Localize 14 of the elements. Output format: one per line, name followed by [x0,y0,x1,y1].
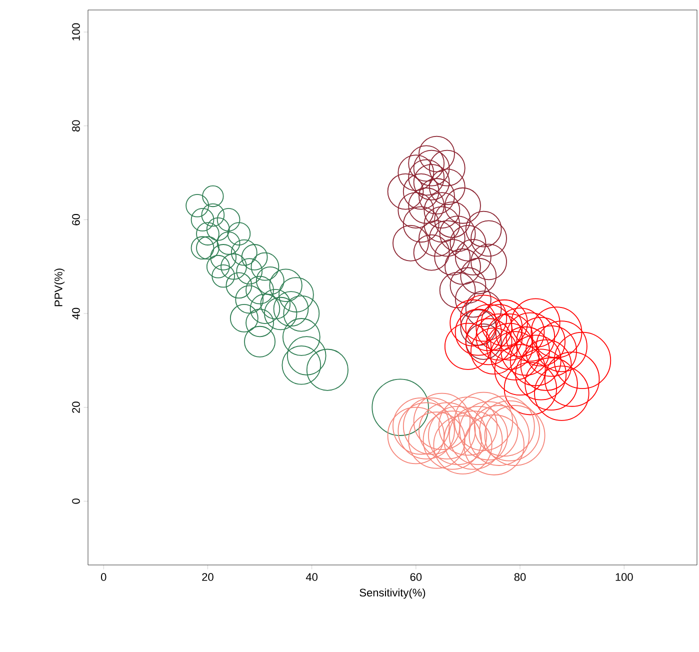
y-tick-label: 20 [72,402,80,413]
y-tick-label: 40 [72,308,80,320]
x-tick-label: 40 [306,573,318,581]
y-tick-label: 60 [72,214,80,226]
y-tick-label: 100 [72,23,80,40]
x-tick-label: 60 [410,573,422,581]
y-axis-title: PPV(%) [54,268,65,306]
x-axis-title: Sensitivity(%) [360,588,426,599]
x-tick-label: 80 [514,573,526,581]
y-tick-label: 0 [72,498,80,504]
y-tick-label: 80 [72,120,80,132]
x-tick-label: 20 [202,573,214,581]
x-tick-label: 100 [616,573,633,581]
x-tick-label: 0 [100,573,106,581]
